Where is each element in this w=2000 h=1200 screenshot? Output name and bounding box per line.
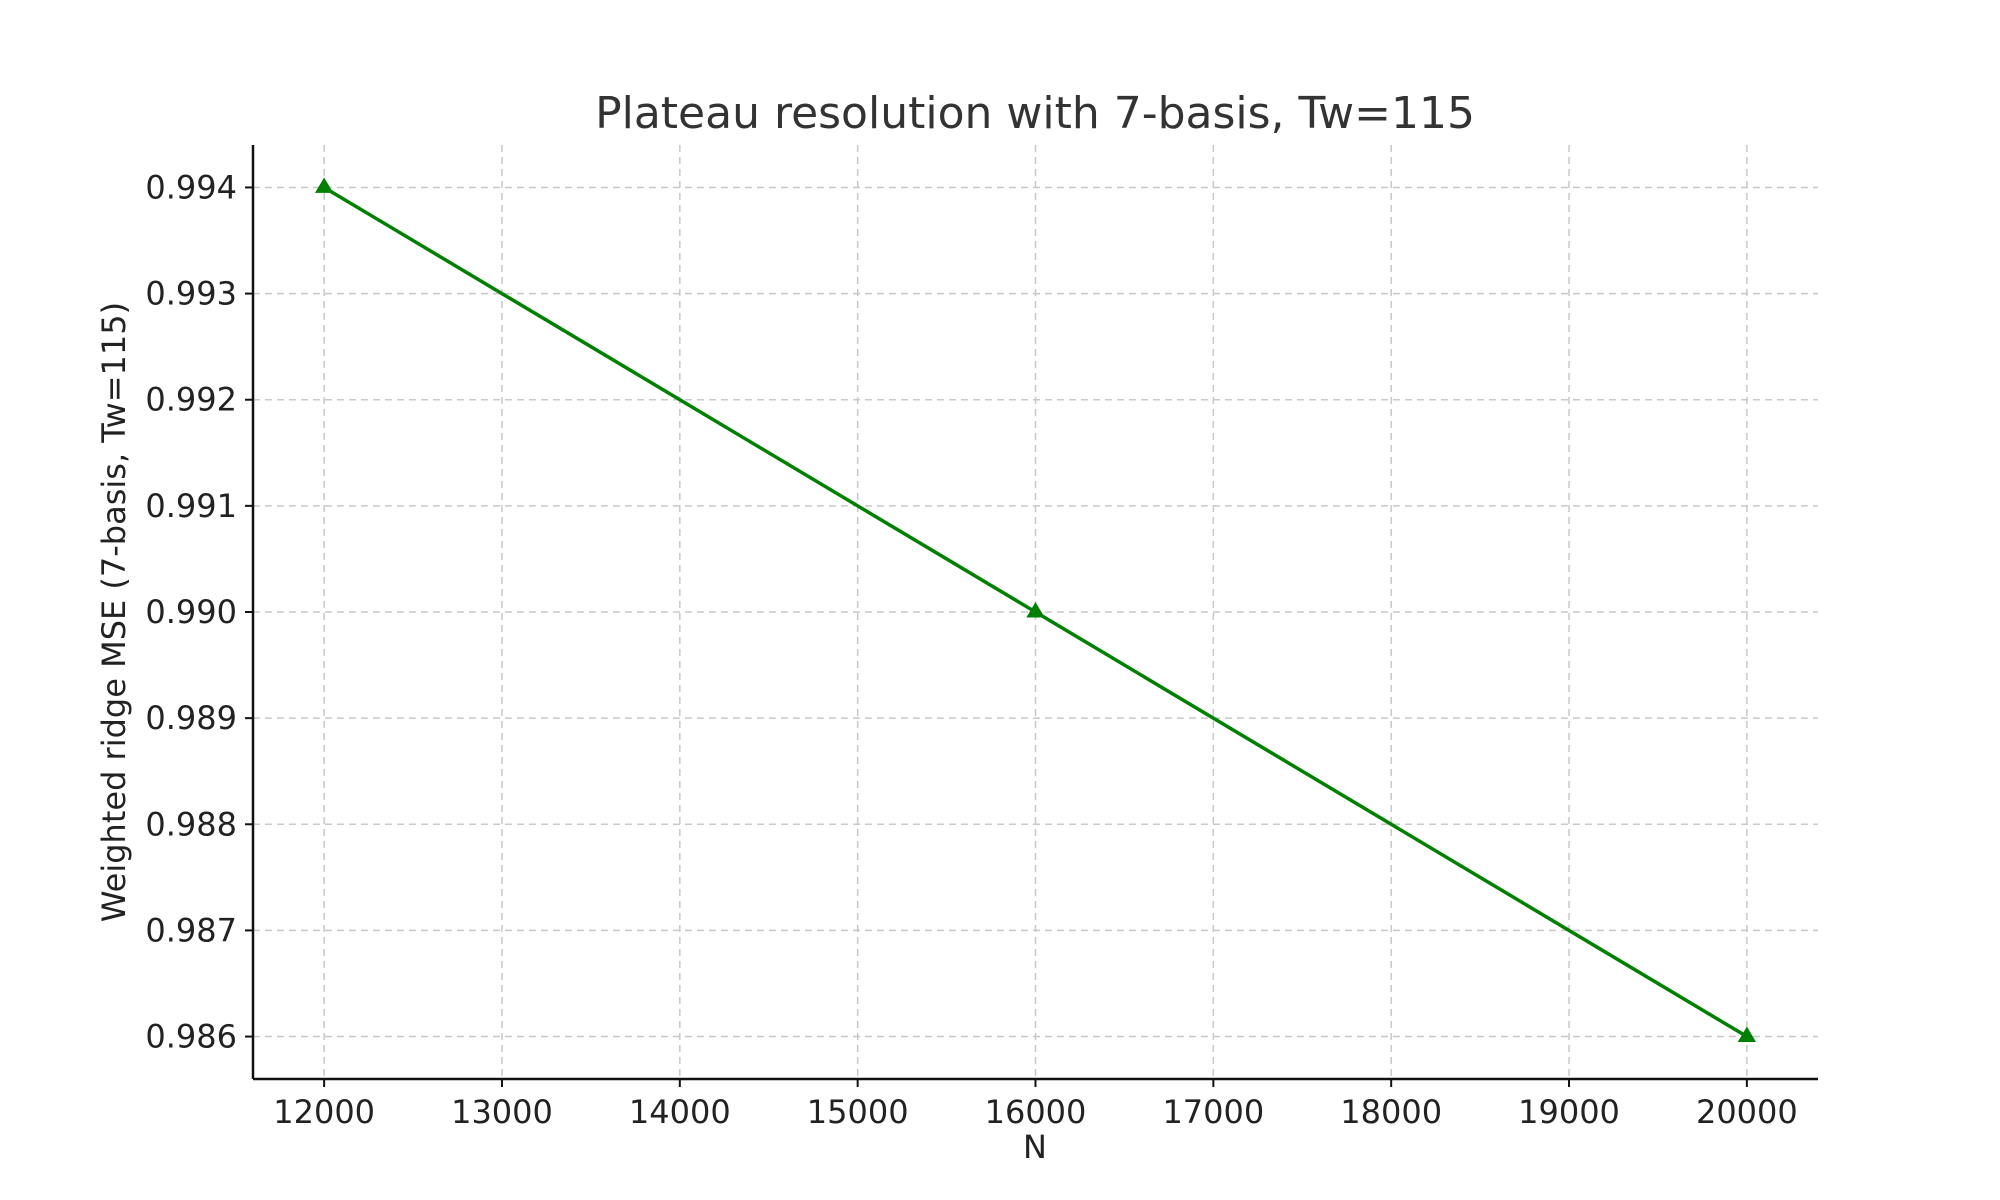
y-tick-label: 0.994 (145, 168, 237, 206)
x-tick-label: 18000 (1340, 1093, 1442, 1131)
x-tick-label: 14000 (629, 1093, 731, 1131)
y-tick-label: 0.990 (145, 593, 237, 631)
y-tick-label: 0.987 (145, 911, 237, 949)
x-tick-label: 20000 (1696, 1093, 1798, 1131)
chart-title: Plateau resolution with 7-basis, Tw=115 (595, 88, 1475, 139)
x-tick-label: 16000 (985, 1093, 1087, 1131)
y-tick-label: 0.986 (145, 1018, 237, 1056)
x-tick-label: 12000 (273, 1093, 375, 1131)
series-layer (314, 177, 1757, 1042)
y-tick-label: 0.989 (145, 699, 237, 737)
data-point-marker (314, 177, 334, 193)
y-tick-label: 0.991 (145, 487, 237, 525)
x-tick-label: 15000 (807, 1093, 909, 1131)
y-tick-label: 0.988 (145, 805, 237, 843)
data-point-marker (1026, 602, 1045, 618)
x-tick-label: 17000 (1162, 1093, 1264, 1131)
x-axis-label: N (1023, 1128, 1047, 1166)
x-tick-label: 13000 (451, 1093, 553, 1131)
y-axis-ticks: 0.994 0.993 0.992 0.991 0.990 0.989 0.988 0.987… (145, 168, 253, 1056)
x-tick-label: 19000 (1518, 1093, 1620, 1131)
data-point-marker (1737, 1026, 1757, 1042)
y-axis-label: Weighted ridge MSE (7-basis, Tw=115) (95, 302, 133, 922)
y-tick-label: 0.993 (145, 275, 237, 313)
y-tick-label: 0.992 (145, 381, 237, 419)
x-axis-ticks: 12000 13000 14000 15000 16000 17000 18000 19000… (273, 1079, 1798, 1131)
